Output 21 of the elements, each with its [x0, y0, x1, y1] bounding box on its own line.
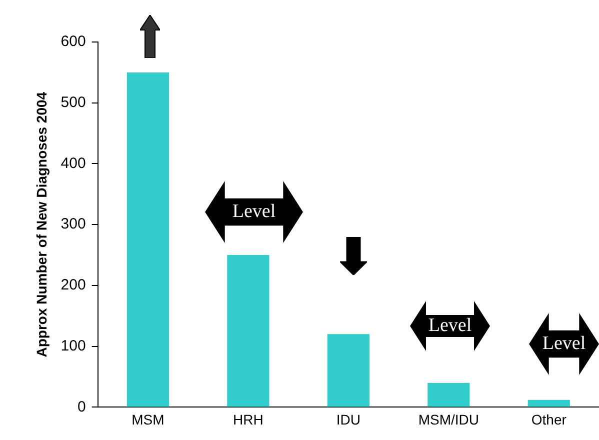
bar	[327, 334, 370, 407]
y-axis-title: Approx Number of New Diagnoses 2004	[33, 92, 50, 358]
x-tick-label: IDU	[336, 411, 360, 428]
bar	[227, 255, 270, 407]
y-tick-label: 200	[60, 276, 86, 294]
x-tick-label: MSM	[132, 411, 164, 428]
x-tick-label: HRH	[233, 411, 264, 428]
y-tick-label: 300	[60, 216, 86, 233]
double-arrow-icon: Level	[205, 181, 303, 243]
x-tick-label: Other	[531, 411, 567, 428]
double-arrow-icon: Level	[410, 301, 490, 351]
x-tick-label: MSM/IDU	[418, 411, 479, 428]
y-tick-label: 400	[60, 154, 86, 172]
bar	[528, 400, 570, 407]
bar	[126, 72, 169, 407]
y-tick-label: 600	[60, 33, 86, 50]
y-tick-label: 0	[77, 398, 86, 416]
y-tick-label: 500	[60, 94, 86, 112]
y-tick-label: 100	[60, 337, 86, 354]
double-arrow-icon: Level	[529, 313, 599, 375]
bar	[428, 382, 470, 407]
